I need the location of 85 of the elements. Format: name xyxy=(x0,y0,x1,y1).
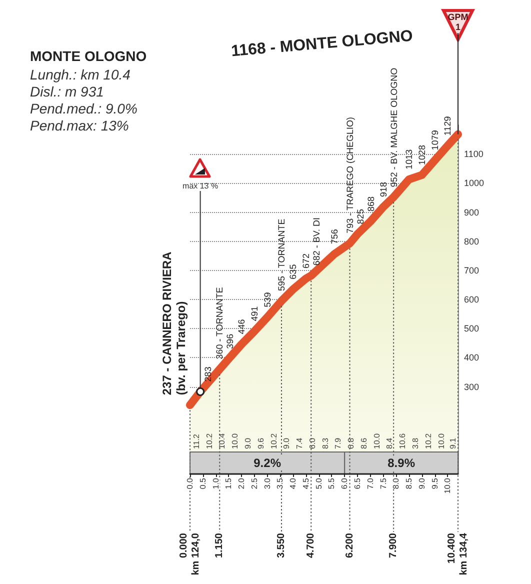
annotation: 10.0 xyxy=(230,432,240,449)
chart-title: 1168 - MONTE OLOGNO xyxy=(230,28,414,60)
y-tick-label: 300 xyxy=(464,382,480,392)
x-tick-label: 3.0 xyxy=(262,477,272,490)
annotation: 9.0 xyxy=(243,437,252,449)
x-tick-label: 1.0 xyxy=(211,477,220,490)
ref-line-label: 10.400 km 134,4 xyxy=(446,532,470,576)
data-label: 1013 xyxy=(404,149,414,170)
x-tick-label: 8.5 xyxy=(404,477,414,490)
x-tick-label: 0.5 xyxy=(198,477,208,490)
annotation: 8.6 xyxy=(359,437,368,449)
data-label: 237 - CANNERO RIVIERA (bv. per Trarego) xyxy=(160,251,188,396)
data-label: 1028 xyxy=(416,144,427,166)
annotation: 7.9 xyxy=(334,437,343,449)
annotation: 7.4 xyxy=(295,437,304,449)
annotation: 10.2 xyxy=(424,432,433,449)
data-label: 672 xyxy=(300,254,311,269)
data-label: 539 xyxy=(262,292,272,308)
x-tick-label: 0.0 xyxy=(186,477,194,490)
x-tick-label: 2.0 xyxy=(237,477,246,490)
y-tick-label: 400 xyxy=(464,352,480,363)
y-tick-label: 800 xyxy=(464,236,480,246)
annotation: 8.3 xyxy=(320,437,330,449)
annotation: 9.6 xyxy=(256,437,266,449)
band-label: 8.9% xyxy=(388,456,416,470)
data-label: 952 - BV. MALGHE OLOGNO xyxy=(388,68,399,188)
data-label: 396 xyxy=(225,334,236,349)
annotation: 8.4 xyxy=(385,437,394,449)
ref-line-label: 7.900 xyxy=(388,532,400,558)
annotation: 10.6 xyxy=(398,432,408,449)
ref-line-label: 4.700 xyxy=(306,532,317,558)
data-label: 360 - TORNANTE xyxy=(214,287,225,360)
x-tick-label: 3.5 xyxy=(276,477,285,490)
x-tick-label: 8.0 xyxy=(392,477,401,490)
annotation: 6.0 xyxy=(308,437,317,449)
x-tick-label: 10.0 xyxy=(443,477,452,494)
data-label: 918 xyxy=(378,182,388,198)
x-tick-label: 6.5 xyxy=(353,477,362,490)
y-tick-label: 1000 xyxy=(464,178,484,188)
ref-line-label: 6.200 xyxy=(344,532,356,558)
data-label: 595 - TORNANTE xyxy=(276,218,286,291)
x-tick-label: 2.5 xyxy=(250,477,259,490)
x-tick-label: 7.0 xyxy=(366,477,375,490)
y-tick-label: 700 xyxy=(464,265,480,276)
data-label: 793 - TRAREGO (CHEGLIO) xyxy=(344,117,355,234)
x-tick-label: 4.0 xyxy=(288,477,298,490)
data-label: 682 - BV. DI xyxy=(311,217,322,266)
x-tick-label: 1.5 xyxy=(224,477,234,490)
y-tick-label: 900 xyxy=(464,207,480,218)
ref-line-label: 0.000 km 124,0 xyxy=(178,532,202,576)
data-label: 446 xyxy=(236,319,247,334)
annotation: 10.4 xyxy=(218,432,227,449)
x-tick-label: 4.5 xyxy=(301,477,310,490)
annotation: 10.2 xyxy=(204,432,214,449)
y-tick-label: 600 xyxy=(464,294,480,304)
data-label: 1079 xyxy=(430,130,440,150)
annotation: 10.0 xyxy=(436,432,446,449)
data-label: 868 xyxy=(366,196,376,212)
x-tick-label: 9.0 xyxy=(417,477,426,490)
ref-line-label: 1.150 xyxy=(214,532,226,558)
annotation: 10.2 xyxy=(269,432,278,449)
data-label: 1129 xyxy=(442,116,453,136)
data-label: 283 xyxy=(202,366,213,382)
annotation: max 13 % xyxy=(182,182,218,190)
annotation: 11.2 xyxy=(192,433,201,449)
chart-subtitle: MONTE OLOGNO Lungh.: km 10.4 Disl.: m 931 Pend.med.: 9.0% Pend.max: 13% xyxy=(30,48,147,134)
y-tick-label: 1100 xyxy=(464,149,484,160)
annotation: 10.0 xyxy=(372,432,382,449)
x-tick-label: 7.5 xyxy=(378,477,388,490)
annotation: 9.0 xyxy=(282,437,292,449)
annotation: 6.8 xyxy=(346,437,356,449)
ref-line-label: 3.550 xyxy=(276,532,287,558)
x-tick-label: 5.5 xyxy=(327,477,336,490)
x-tick-label: 5.0 xyxy=(314,477,324,490)
annotation: GPM 1 xyxy=(448,12,468,32)
y-tick-label: 500 xyxy=(464,324,480,334)
data-label: 825 xyxy=(355,209,366,224)
data-label: 756 xyxy=(329,229,340,244)
x-tick-label: 6.0 xyxy=(340,477,350,490)
annotation: 3.8 xyxy=(410,437,420,449)
data-label: 491 xyxy=(249,306,260,322)
data-label: 635 xyxy=(288,264,298,280)
x-tick-label: 9.5 xyxy=(430,477,440,490)
annotation: 9.1 xyxy=(448,437,458,449)
band-label: 9.2% xyxy=(254,456,282,470)
